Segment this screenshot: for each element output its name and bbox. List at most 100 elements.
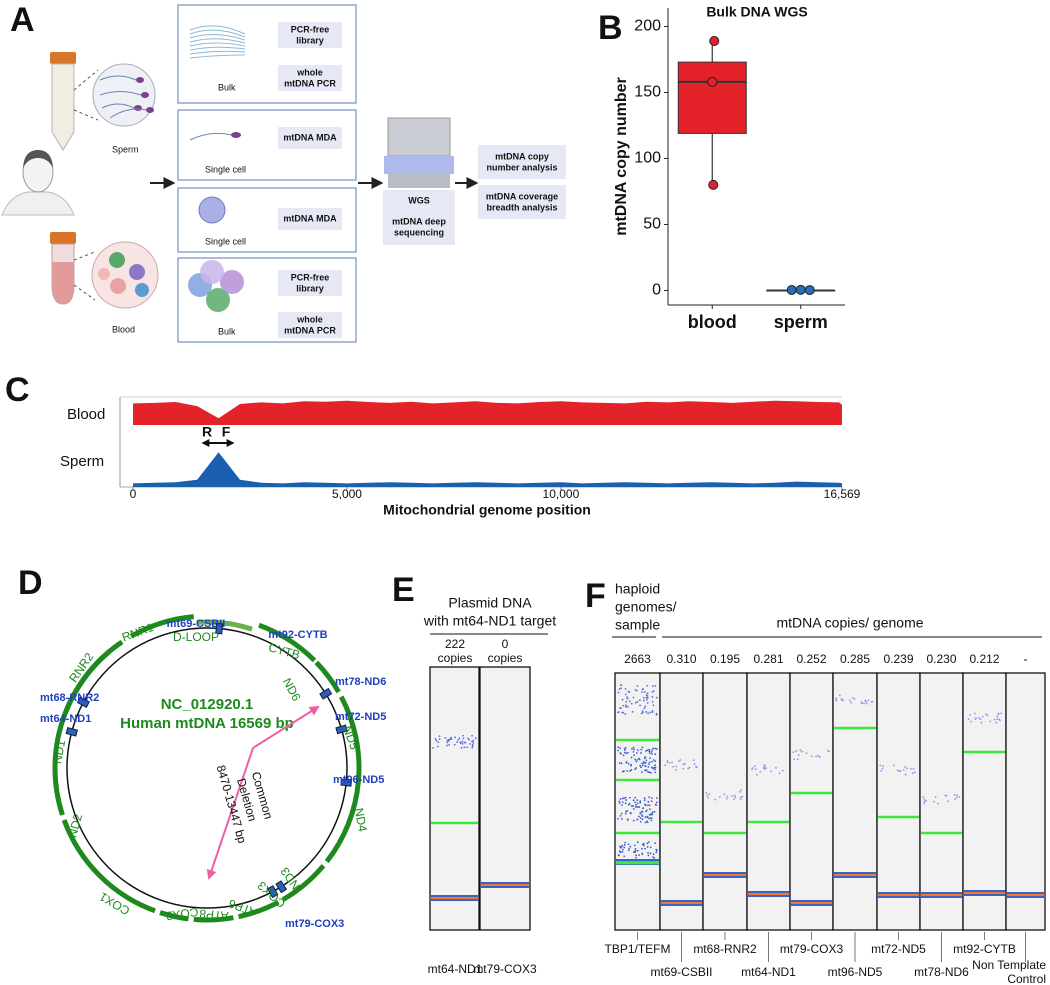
- droplet: [775, 766, 777, 769]
- droplet: [619, 798, 622, 800]
- left-header: haploid: [615, 581, 660, 597]
- droplet: [651, 696, 654, 698]
- method-box: [278, 22, 342, 48]
- droplet: [618, 762, 621, 764]
- droplet: [438, 738, 441, 741]
- droplet: [618, 688, 621, 690]
- droplet: [902, 769, 905, 771]
- droplet: [835, 699, 837, 702]
- droplet: [741, 795, 744, 798]
- sample-type: Bulk: [218, 82, 236, 92]
- droplet-plot: [1005, 672, 1046, 931]
- droplet: [432, 746, 434, 749]
- primer-label: mt96-ND5: [333, 774, 384, 786]
- droplet: [731, 795, 734, 798]
- y-tick-label: 100: [634, 150, 661, 167]
- droplet: [639, 820, 642, 823]
- droplet: [619, 847, 622, 849]
- droplet: [754, 768, 757, 771]
- droplet: [648, 750, 651, 753]
- primer-site: [215, 622, 224, 635]
- droplet: [909, 767, 912, 770]
- deletion-arrow: [206, 747, 254, 880]
- gene-label: ND4: [352, 807, 370, 833]
- value: 0.195: [710, 652, 740, 666]
- droplet: [438, 735, 441, 737]
- droplet: [647, 765, 650, 768]
- droplet: [668, 761, 671, 764]
- droplet: [469, 742, 472, 745]
- droplet: [799, 749, 802, 752]
- droplet: [635, 856, 637, 859]
- panel-label: D: [18, 564, 43, 602]
- droplet: [692, 759, 695, 762]
- droplet: [973, 712, 976, 715]
- gene-arc: [129, 614, 194, 639]
- droplet: [639, 800, 642, 803]
- droplet: [654, 764, 656, 767]
- droplet: [635, 803, 637, 806]
- droplet: [621, 850, 624, 853]
- droplet: [456, 741, 459, 744]
- droplet: [648, 813, 651, 816]
- method: PCR-free: [291, 24, 330, 34]
- droplet: [639, 812, 642, 815]
- gene-arc: [52, 715, 67, 816]
- droplet-plot: [659, 672, 704, 931]
- droplet: [754, 765, 756, 768]
- droplet: [437, 741, 440, 744]
- droplet: [472, 739, 475, 742]
- droplet: [797, 754, 800, 757]
- droplet: [636, 749, 639, 752]
- droplet: [648, 804, 651, 807]
- box: [677, 61, 747, 134]
- point: [709, 36, 720, 46]
- droplet: [904, 773, 907, 776]
- droplet: [620, 707, 622, 710]
- droplet: [619, 814, 622, 817]
- droplet: [632, 819, 635, 822]
- droplet: [642, 842, 645, 845]
- gene-label: ND1: [50, 739, 68, 765]
- sample-label: Blood: [112, 324, 135, 334]
- droplet: [646, 820, 648, 823]
- droplet: [625, 761, 628, 764]
- gene-arc: [258, 622, 317, 663]
- droplet: [764, 764, 766, 767]
- droplet: [644, 765, 647, 767]
- droplet: [979, 718, 982, 721]
- droplet: [625, 705, 627, 708]
- droplet: [471, 740, 473, 743]
- droplet: [471, 745, 474, 748]
- droplet: [751, 768, 753, 771]
- target-label: mt64-ND1: [741, 965, 796, 979]
- droplet: [636, 685, 639, 687]
- droplet: [996, 715, 998, 718]
- droplet: [640, 712, 643, 715]
- droplet: [635, 689, 638, 692]
- point: [707, 76, 718, 87]
- droplet: [620, 762, 623, 765]
- primer-label: mt92-CYTB: [268, 629, 327, 641]
- droplet: [458, 737, 461, 740]
- droplet: [892, 764, 895, 767]
- droplet: [619, 747, 622, 750]
- droplet: [815, 755, 817, 758]
- droplet: [627, 843, 630, 846]
- gene-label: ATP8: [198, 907, 229, 924]
- droplet: [624, 796, 627, 799]
- method-box: [278, 270, 342, 296]
- analysis: mtDNA copy: [495, 151, 549, 161]
- zoom-line: [73, 251, 96, 261]
- droplet: [796, 758, 799, 761]
- droplet: [627, 762, 630, 765]
- droplet: [781, 769, 784, 772]
- droplet: [922, 796, 925, 799]
- primer-site: [335, 724, 348, 735]
- droplet: [641, 710, 644, 713]
- droplet: [622, 848, 624, 851]
- value: 0.212: [969, 652, 999, 666]
- droplet: [626, 697, 629, 700]
- droplet: [641, 746, 644, 749]
- droplet: [449, 738, 452, 740]
